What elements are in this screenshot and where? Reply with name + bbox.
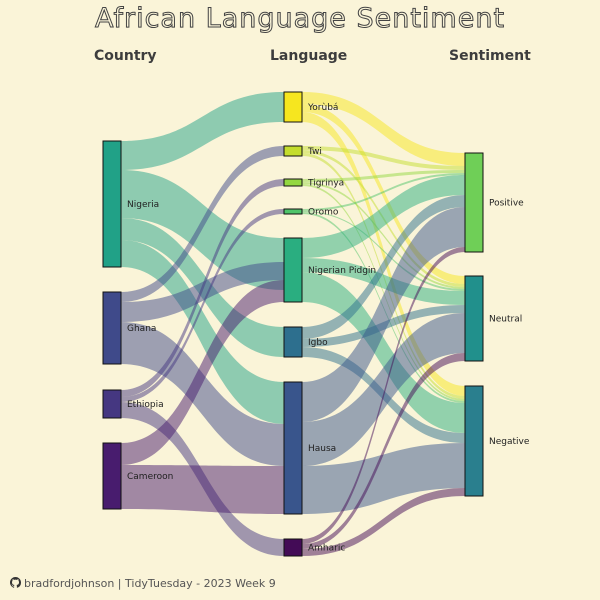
flow-tigrinya-to-positive xyxy=(302,170,465,182)
country-column-header: Country xyxy=(94,48,157,64)
label-igbo: Igbo xyxy=(308,338,328,348)
footer-text: bradfordjohnson | TidyTuesday - 2023 Wee… xyxy=(24,577,276,590)
flow-hausa-to-negative xyxy=(302,443,465,514)
flow-tigrinya-to-negative xyxy=(302,184,465,401)
label-amharic: Amharic xyxy=(308,544,345,554)
nodes xyxy=(102,91,484,557)
flow-ghana-to-twi xyxy=(121,146,284,302)
page-title: African Language Sentiment xyxy=(94,3,506,35)
flow-nigerian-pidgin-to-positive xyxy=(302,175,465,258)
node-tigrinya xyxy=(283,178,303,187)
flow-nigerian-pidgin-to-negative xyxy=(302,272,465,433)
flow-amharic-to-negative xyxy=(302,488,465,556)
node-ethiopia xyxy=(102,389,122,419)
node-neutral xyxy=(464,275,484,362)
flow-nigeria-to-nigerian-pidgin xyxy=(121,170,284,290)
flow-ghana-to-hausa xyxy=(121,322,284,466)
flow-yoruba-to-neutral xyxy=(302,104,465,284)
flow-ethiopia-to-oromo xyxy=(121,209,284,402)
node-twi xyxy=(283,145,303,157)
flow-nigerian-pidgin-to-neutral xyxy=(302,258,465,305)
caption-footer: bradfordjohnson | TidyTuesday - 2023 Wee… xyxy=(10,577,276,590)
label-ghana: Ghana xyxy=(127,324,156,334)
label-oromo: Oromo xyxy=(308,208,339,218)
flow-yoruba-to-positive xyxy=(302,92,465,166)
node-cameroon xyxy=(102,442,122,510)
node-ghana xyxy=(102,291,122,365)
flow-nigeria-to-hausa xyxy=(121,240,284,424)
node-positive xyxy=(464,152,484,253)
node-negative xyxy=(464,385,484,497)
flow-hausa-to-positive xyxy=(302,207,465,422)
label-nigeria: Nigeria xyxy=(127,200,159,210)
flow-ghana-to-nigerian-pidgin xyxy=(121,262,284,322)
label-nigerian-pidgin: Nigerian Pidgin xyxy=(308,266,376,276)
flow-twi-to-positive xyxy=(302,146,465,170)
flow-oromo-to-positive xyxy=(302,173,465,211)
node-amharic xyxy=(283,538,303,557)
flow-cameroon-to-nigerian-pidgin xyxy=(121,280,284,465)
flow-amharic-to-positive xyxy=(302,247,465,544)
node-nigeria xyxy=(102,140,122,268)
node-hausa xyxy=(283,381,303,515)
label-ethiopia: Ethiopia xyxy=(127,400,164,410)
flow-amharic-to-neutral xyxy=(302,353,465,549)
label-positive: Positive xyxy=(489,199,524,209)
flow-yoruba-to-negative xyxy=(302,112,465,396)
label-cameroon: Cameroon xyxy=(127,472,173,482)
label-neutral: Neutral xyxy=(489,315,522,325)
language-column-header: Language xyxy=(270,48,348,64)
flow-hausa-to-neutral xyxy=(302,313,465,466)
label-hausa: Hausa xyxy=(308,444,336,454)
label-tigrinya: Tigrinya xyxy=(307,179,344,189)
node-labels: Nigeria Ghana Ethiopia Cameroon Yorùbá Twi Tig… xyxy=(127,103,530,554)
flow-links xyxy=(121,92,465,556)
node-igbo xyxy=(283,326,303,358)
sentiment-column-header: Sentiment xyxy=(449,48,531,64)
flow-nigeria-to-yoruba xyxy=(121,92,284,170)
label-twi: Twi xyxy=(307,147,322,157)
flow-cameroon-to-hausa xyxy=(121,465,284,514)
label-yoruba: Yorùbá xyxy=(307,103,338,113)
flow-tigrinya-to-neutral xyxy=(302,182,465,289)
node-nigerian-pidgin xyxy=(283,237,303,303)
flow-ethiopia-to-tigrinya xyxy=(121,179,284,397)
flow-oromo-to-neutral xyxy=(302,211,465,291)
node-yoruba xyxy=(283,91,303,123)
label-negative: Negative xyxy=(489,437,530,447)
github-icon xyxy=(10,577,22,588)
flow-igbo-to-positive xyxy=(302,195,465,339)
node-oromo xyxy=(283,208,303,215)
